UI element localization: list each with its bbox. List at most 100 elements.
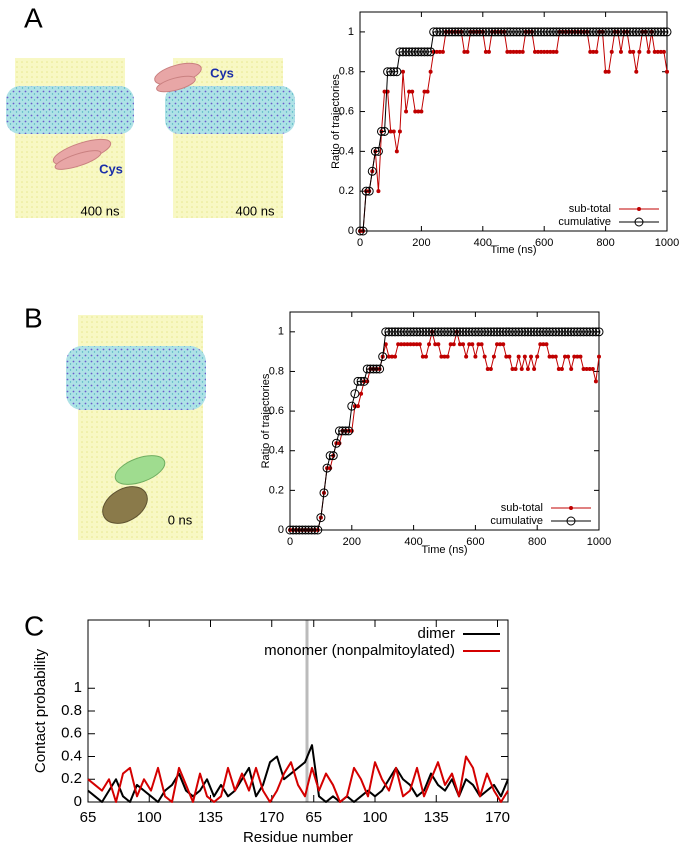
marker (436, 327, 446, 337)
y-tick-label: 0.8 (339, 66, 354, 78)
marker (575, 354, 580, 359)
marker (661, 49, 666, 54)
marker (495, 327, 505, 337)
marker (376, 189, 381, 194)
marker (386, 354, 391, 359)
y-tick-label: 0.2 (339, 185, 354, 197)
marker (488, 366, 493, 371)
marker (444, 27, 454, 37)
marker (545, 27, 555, 37)
marker (451, 342, 456, 347)
marker (656, 27, 666, 37)
marker (313, 525, 323, 535)
marker (637, 27, 647, 37)
marker (559, 366, 564, 371)
marker (418, 327, 428, 337)
marker (479, 342, 484, 347)
marker (459, 27, 469, 37)
marker (359, 391, 364, 396)
y-tick-label: 0 (348, 225, 354, 237)
marker (505, 49, 510, 54)
marker (362, 364, 372, 374)
marker (492, 327, 502, 337)
marker (601, 27, 611, 37)
marker (372, 364, 382, 374)
x-tick-label: 0 (287, 536, 293, 548)
y-tick-label: 0.4 (61, 747, 82, 764)
marker (423, 47, 433, 57)
series-line (360, 31, 668, 232)
marker (551, 49, 556, 54)
marker (316, 513, 326, 523)
marker (483, 327, 493, 337)
marker (634, 27, 644, 37)
marker (449, 327, 459, 337)
marker (481, 27, 491, 37)
marker (504, 354, 509, 359)
marker (532, 327, 542, 337)
marker (399, 327, 409, 337)
marker (498, 327, 508, 337)
marker (613, 27, 623, 37)
marker (446, 327, 456, 337)
marker (425, 89, 430, 94)
legend-label: dimer (417, 625, 455, 642)
marker (441, 27, 451, 37)
marker (458, 327, 468, 337)
marker (455, 327, 465, 337)
marker (588, 49, 593, 54)
marker (532, 49, 537, 54)
marker (380, 126, 390, 136)
marker (547, 354, 552, 359)
marker (461, 327, 471, 337)
marker (510, 366, 515, 371)
marker (466, 27, 476, 37)
panel-label: A (24, 2, 43, 33)
y-tick-label: 1 (348, 26, 354, 38)
marker (606, 69, 611, 74)
marker (338, 426, 348, 436)
marker (570, 27, 580, 37)
marker (359, 376, 369, 386)
marker (581, 366, 586, 371)
marker (535, 354, 540, 359)
marker (436, 342, 441, 347)
marker (628, 27, 638, 37)
marker (470, 342, 475, 347)
marker (603, 69, 608, 74)
marker (576, 27, 586, 37)
marker (413, 109, 418, 114)
x-axis-label: Time (ns) (421, 544, 467, 556)
x-tick-label: 0 (357, 237, 363, 249)
marker (393, 354, 398, 359)
marker (501, 327, 511, 337)
marker (588, 27, 598, 37)
marker (646, 49, 651, 54)
marker (555, 27, 565, 37)
marker (579, 327, 589, 337)
marker (572, 354, 577, 359)
marker (356, 376, 366, 386)
marker (501, 342, 506, 347)
marker (593, 379, 598, 384)
marker (652, 49, 657, 54)
marker (355, 226, 365, 236)
marker (495, 342, 500, 347)
marker (477, 327, 487, 337)
marker (406, 327, 416, 337)
marker (505, 27, 515, 37)
marker (536, 49, 541, 54)
snapshot: 0 ns (66, 315, 206, 540)
marker (509, 27, 518, 37)
marker (439, 354, 444, 359)
x-tick-label: 400 (474, 237, 492, 249)
x-tick-label: 65 (80, 809, 97, 826)
marker (554, 49, 559, 54)
marker (400, 69, 405, 74)
marker (644, 27, 654, 37)
y-axis-label: Ratio of trajectories (260, 373, 272, 468)
marker (579, 27, 589, 37)
marker (407, 47, 417, 57)
marker (502, 27, 512, 37)
marker (609, 49, 614, 54)
